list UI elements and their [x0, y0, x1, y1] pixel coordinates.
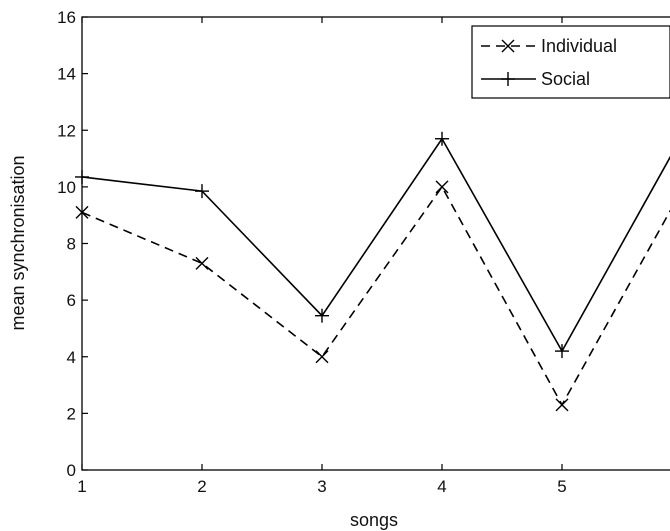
y-tick-label: 6	[67, 291, 76, 310]
x-tick-label: 5	[557, 477, 566, 496]
y-tick-label: 16	[57, 8, 76, 27]
data-point-individual	[435, 180, 449, 194]
x-axis-title: songs	[350, 510, 398, 530]
data-point-social	[75, 169, 89, 184]
data-point-individual	[555, 398, 569, 412]
x-tick-label: 4	[437, 477, 446, 496]
x-axis: 123456	[77, 17, 567, 496]
y-tick-label: 8	[67, 235, 76, 254]
legend-marker	[501, 39, 515, 53]
y-tick-label: 2	[67, 404, 76, 423]
series-layer	[75, 131, 670, 412]
series-social	[75, 131, 670, 359]
y-tick-label: 14	[57, 65, 76, 84]
legend-label: Social	[541, 69, 590, 89]
y-tick-label: 4	[67, 348, 76, 367]
series-line-individual	[81, 185, 670, 407]
data-point-individual	[315, 350, 329, 364]
legend: Individual Social	[471, 25, 670, 99]
legend-box	[471, 25, 670, 99]
y-axis-title: mean synchronisation	[8, 155, 28, 330]
data-point-social	[555, 344, 569, 359]
data-point-social	[315, 308, 329, 323]
legend-entry-social: Social	[481, 69, 590, 89]
x-tick-label: 3	[317, 477, 326, 496]
data-point-social	[435, 131, 449, 146]
series-individual	[75, 180, 670, 412]
legend-label: Individual	[541, 36, 617, 56]
y-axis: 0 2 4 6 8 10 12 14 16	[57, 8, 88, 480]
y-tick-label: 0	[67, 461, 76, 480]
legend-marker	[501, 72, 515, 86]
legend-entry-individual: Individual	[481, 36, 617, 56]
y-tick-label: 10	[57, 178, 76, 197]
x-tick-label: 1	[77, 477, 86, 496]
x-tick-label: 2	[197, 477, 206, 496]
data-point-social	[195, 184, 209, 199]
series-line-social	[81, 137, 670, 353]
data-point-individual	[195, 256, 209, 270]
y-tick-label: 12	[57, 121, 76, 140]
data-point-individual	[75, 205, 89, 219]
